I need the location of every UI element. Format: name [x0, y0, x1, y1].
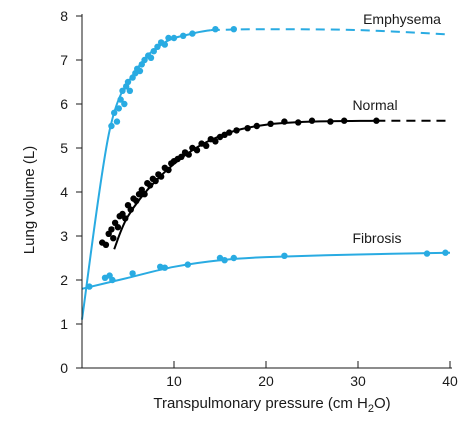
series-label-fibrosis: Fibrosis — [352, 230, 401, 246]
emphysema-fit-line — [81, 29, 211, 320]
normal-data-point — [233, 127, 240, 134]
normal-data-point — [193, 147, 201, 154]
x-tick-label: 10 — [166, 373, 182, 389]
normal-data-point — [108, 226, 115, 233]
normal-data-point — [122, 215, 129, 222]
normal-data-point — [226, 129, 233, 136]
emphysema-data-point — [136, 67, 144, 75]
emphysema-data-point — [161, 41, 168, 48]
fibrosis-data-point — [129, 270, 136, 277]
normal-data-point — [203, 142, 210, 149]
series-fibrosis — [81, 249, 451, 290]
emphysema-data-point — [117, 96, 124, 103]
y-tick-label: 3 — [60, 228, 68, 244]
fibrosis-data-point — [230, 254, 237, 262]
y-tick-label: 0 — [60, 360, 68, 376]
emphysema-data-point — [126, 87, 134, 95]
emphysema-data-point — [189, 30, 196, 37]
normal-data-point — [281, 118, 288, 125]
normal-data-point — [102, 241, 110, 248]
normal-data-point — [373, 117, 380, 124]
series-normal — [99, 117, 450, 250]
y-tick-label: 8 — [60, 8, 68, 24]
emphysema-data-point — [119, 87, 126, 95]
normal-data-point — [185, 151, 192, 158]
y-tick-label: 7 — [60, 52, 68, 68]
series-labels: Emphysema Normal Fibrosis — [352, 11, 441, 246]
normal-data-point — [141, 191, 148, 198]
y-tick-label: 4 — [60, 184, 68, 200]
normal-data-point — [165, 166, 172, 174]
y-axis-title: Lung volume (L) — [21, 146, 38, 254]
fibrosis-data-point — [109, 276, 116, 284]
normal-data-point — [110, 235, 117, 242]
emphysema-data-point — [113, 118, 121, 125]
emphysema-data-point — [141, 56, 148, 64]
y-axis-ticks: 0 1 2 3 4 5 6 7 8 — [60, 8, 82, 376]
emphysema-data-point — [180, 32, 187, 39]
emphysema-data-point — [165, 34, 172, 42]
normal-data-point — [212, 138, 219, 145]
x-axis-title-end: O) — [374, 395, 391, 412]
x-tick-label: 30 — [350, 373, 366, 389]
normal-data-point — [308, 117, 316, 124]
emphysema-data-point — [124, 78, 132, 86]
emphysema-data-point — [230, 26, 237, 33]
x-tick-label: 20 — [258, 373, 274, 389]
normal-data-point — [295, 119, 302, 126]
y-tick-label: 1 — [60, 316, 68, 332]
emphysema-data-point — [115, 105, 123, 112]
normal-data-point — [127, 206, 134, 213]
x-axis-title: Transpulmonary pressure (cm H2O) — [153, 395, 390, 415]
normal-data-point — [133, 197, 140, 204]
normal-data-point — [178, 153, 185, 160]
normal-data-point — [327, 118, 334, 125]
normal-data-point — [146, 182, 154, 189]
fibrosis-data-point — [423, 250, 431, 257]
normal-fit-line — [113, 119, 377, 250]
x-axis-title-subscript: 2 — [368, 403, 374, 415]
emphysema-data-point — [147, 54, 155, 61]
emphysema-data-point — [111, 109, 118, 117]
fibrosis-data-point — [221, 257, 228, 264]
normal-data-point — [244, 125, 251, 132]
series-emphysema — [81, 26, 451, 320]
normal-data-point — [114, 224, 122, 231]
x-axis-title-main: Transpulmonary pressure (cm H — [153, 395, 368, 412]
emphysema-data-point — [212, 26, 219, 33]
y-tick-label: 5 — [60, 140, 68, 156]
emphysema-extrapolated-line — [210, 28, 451, 36]
normal-data-point — [253, 122, 260, 130]
y-tick-label: 6 — [60, 96, 68, 112]
fibrosis-data-point — [161, 264, 168, 271]
plot-area — [81, 26, 451, 320]
emphysema-data-point — [108, 122, 115, 130]
emphysema-data-point — [170, 34, 178, 42]
normal-data-point — [341, 117, 348, 124]
series-label-emphysema: Emphysema — [363, 11, 441, 27]
fibrosis-data-point — [442, 249, 449, 256]
y-tick-label: 2 — [60, 272, 68, 288]
fibrosis-data-point — [184, 261, 191, 268]
normal-data-point — [157, 173, 165, 180]
x-tick-label: 40 — [442, 373, 458, 389]
normal-data-point — [267, 120, 274, 128]
fibrosis-data-point — [281, 252, 288, 259]
fibrosis-data-point — [86, 283, 93, 290]
axes: 10 20 30 40 0 1 2 3 4 5 6 7 8 — [60, 8, 458, 389]
fibrosis-fit-line — [81, 251, 451, 290]
x-axis-ticks: 10 20 30 40 — [166, 361, 458, 389]
emphysema-data-point — [154, 43, 161, 50]
emphysema-data-point — [150, 48, 157, 55]
normal-data-point — [152, 177, 159, 185]
emphysema-data-point — [121, 100, 128, 108]
series-label-normal: Normal — [352, 97, 397, 113]
